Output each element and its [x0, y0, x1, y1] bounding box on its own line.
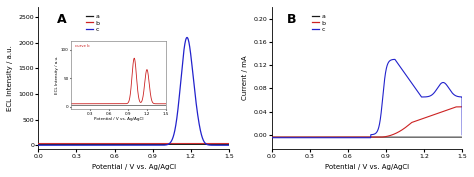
Text: B: B [287, 13, 296, 26]
Y-axis label: ECL Intensity / a.u.: ECL Intensity / a.u. [7, 45, 13, 111]
Legend: a, b, c: a, b, c [83, 12, 102, 35]
Y-axis label: Current / mA: Current / mA [242, 56, 248, 101]
Text: A: A [57, 13, 67, 26]
X-axis label: Potential / V vs. Ag/AgCl: Potential / V vs. Ag/AgCl [325, 164, 409, 170]
X-axis label: Potential / V vs. Ag/AgCl: Potential / V vs. Ag/AgCl [91, 164, 176, 170]
Legend: a, b, c: a, b, c [309, 12, 328, 35]
